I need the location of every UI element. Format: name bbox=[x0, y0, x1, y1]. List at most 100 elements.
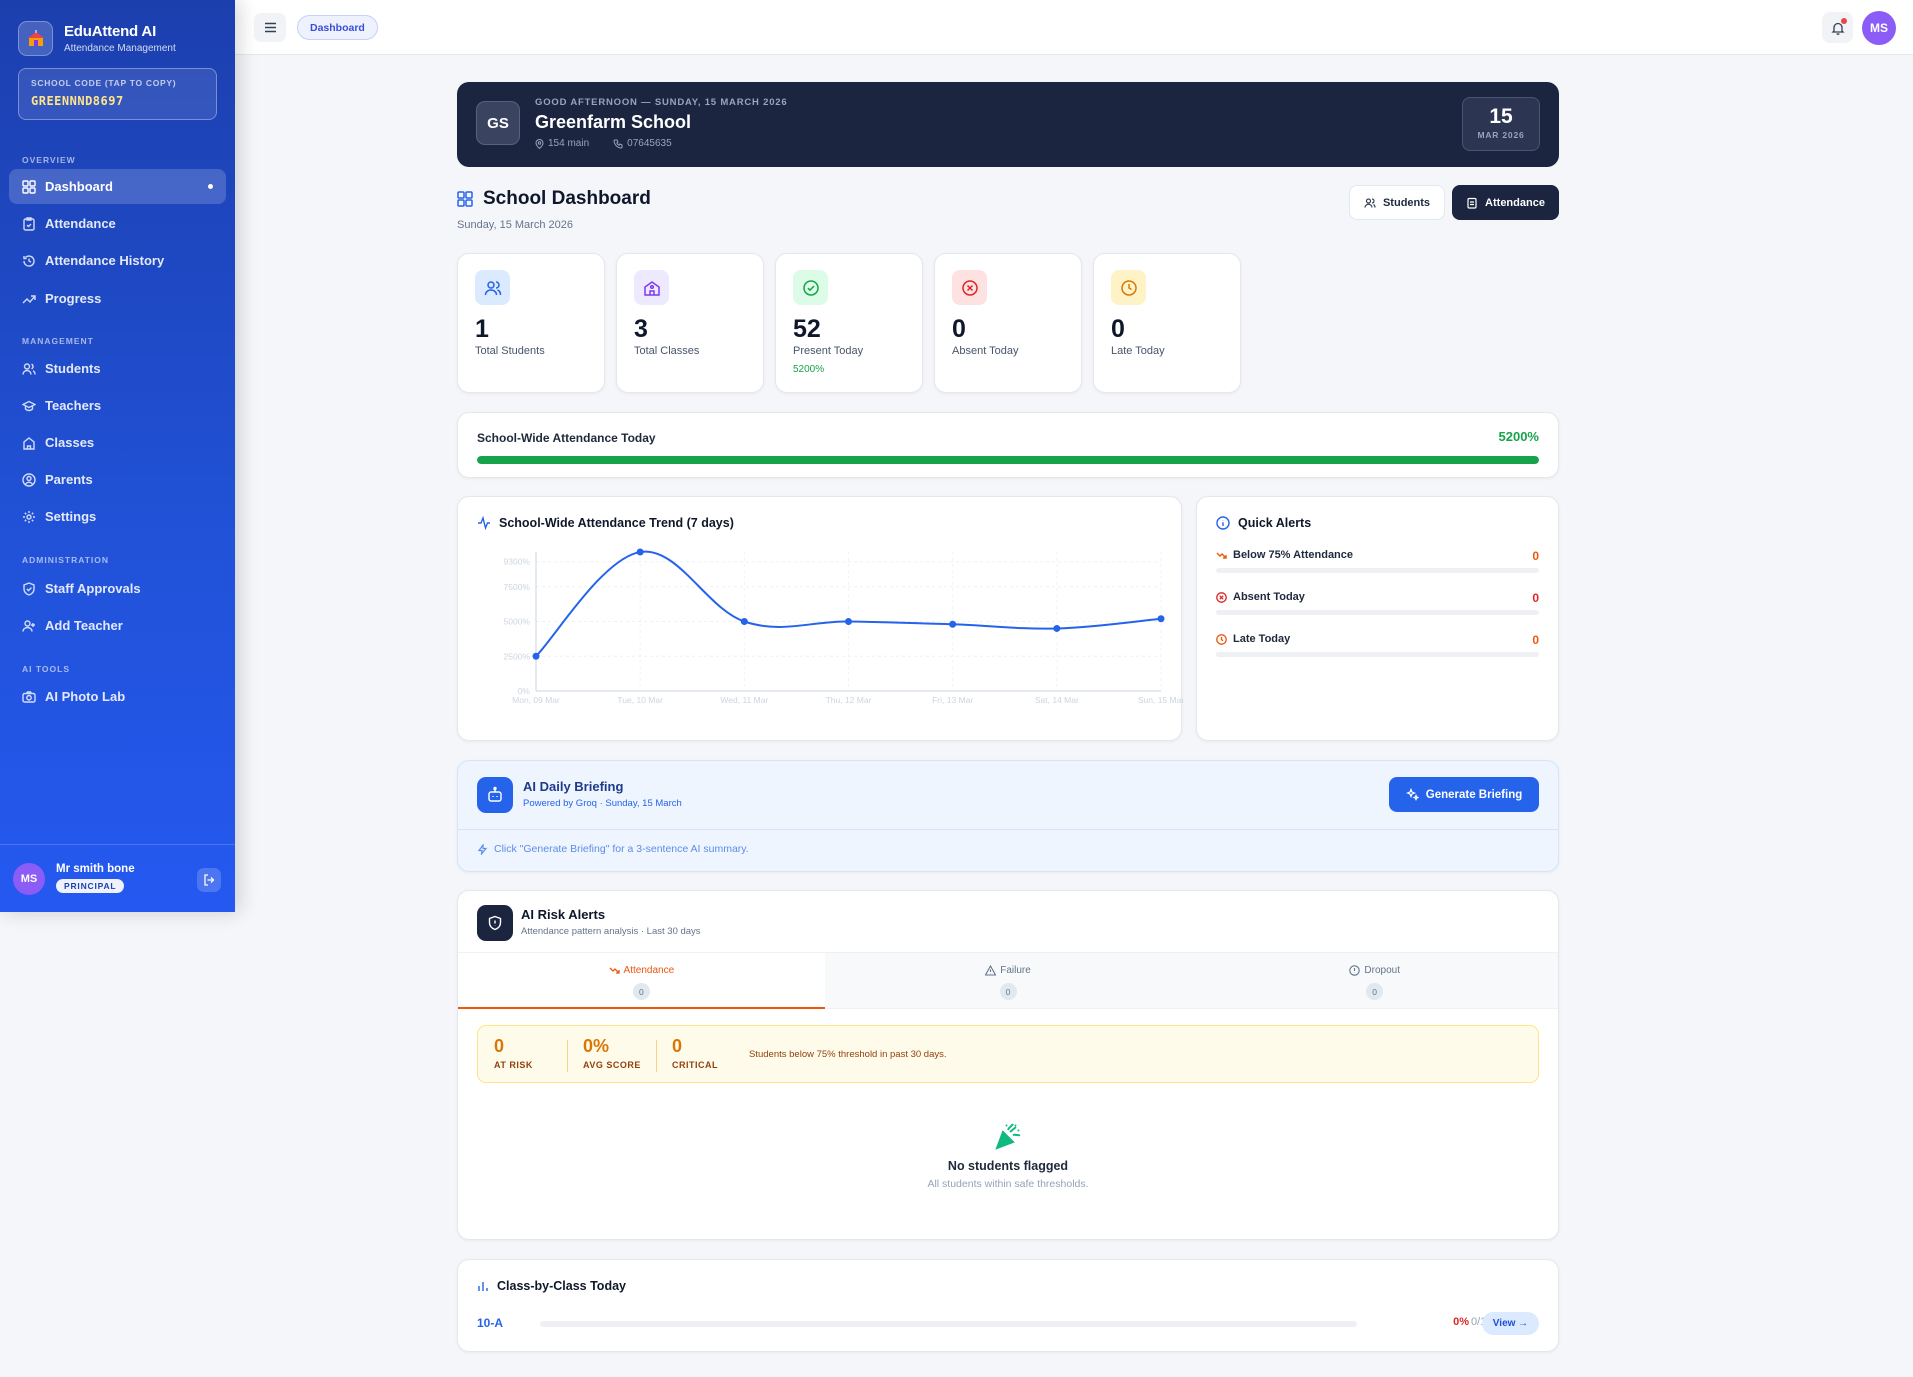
sidebar-item-dashboard[interactable]: Dashboard bbox=[9, 169, 226, 204]
alert-value: 0 bbox=[1532, 591, 1539, 605]
empty-subtitle: All students within safe thresholds. bbox=[927, 1178, 1089, 1190]
school-phone: 07645635 bbox=[613, 138, 684, 149]
sidebar-item-settings[interactable]: Settings bbox=[9, 499, 226, 534]
sidebar-item-label: Teachers bbox=[45, 398, 102, 413]
avatar[interactable]: MS bbox=[1862, 11, 1896, 45]
sidebar-item-label: Settings bbox=[45, 509, 97, 524]
school-code-box[interactable]: SCHOOL CODE (TAP TO COPY) GREENNND8697 bbox=[18, 68, 217, 120]
sidebar-item-label: Attendance bbox=[45, 216, 116, 231]
sidebar-item-add-teacher[interactable]: Add Teacher bbox=[9, 608, 226, 643]
tab-dropout[interactable]: Dropout 0 bbox=[1191, 953, 1559, 1009]
tab-label: Attendance bbox=[623, 965, 675, 976]
sidebar-item-progress[interactable]: Progress bbox=[9, 281, 226, 316]
sidebar-item-attendance-history[interactable]: Attendance History bbox=[9, 243, 226, 278]
breadcrumb[interactable]: Dashboard bbox=[297, 15, 378, 40]
table-row: 10-A 0% 0/1 View → bbox=[477, 1312, 1539, 1336]
stat-label: Present Today bbox=[793, 345, 864, 357]
summary-value: 0% bbox=[583, 1036, 610, 1056]
tab-count: 0 bbox=[1366, 983, 1384, 1000]
summary-note: Students below 75% threshold in past 30 … bbox=[749, 1049, 947, 1060]
sidebar-item-classes[interactable]: Classes bbox=[9, 425, 226, 460]
sidebar-item-label: Add Teacher bbox=[45, 618, 123, 633]
section-overview: OVERVIEW bbox=[22, 155, 76, 165]
trend-title: School-Wide Attendance Trend (7 days) bbox=[477, 516, 734, 530]
stat-value: 0 bbox=[1111, 315, 1125, 343]
stat-card-total-students: 1 Total Students bbox=[457, 253, 605, 393]
users-icon bbox=[1364, 197, 1376, 208]
alert-bar bbox=[1216, 610, 1539, 615]
generate-briefing-label: Generate Briefing bbox=[1425, 788, 1523, 801]
section-management: MANAGEMENT bbox=[22, 336, 94, 346]
series-line bbox=[535, 550, 1162, 657]
stat-card-total-classes: 3 Total Classes bbox=[616, 253, 764, 393]
logout-icon bbox=[204, 874, 215, 886]
sidebar-item-label: Classes bbox=[45, 435, 95, 450]
generate-briefing-button[interactable]: Generate Briefing bbox=[1389, 777, 1539, 812]
stat-label: Total Students bbox=[475, 345, 545, 357]
class-by-class-title: Class-by-Class Today bbox=[477, 1279, 626, 1293]
lightning-icon bbox=[477, 843, 488, 855]
school-initials: GS bbox=[476, 101, 520, 145]
address-text: 154 main bbox=[548, 138, 590, 149]
history-icon bbox=[23, 254, 35, 267]
date-badge: 15 MAR 2026 bbox=[1462, 97, 1540, 151]
trend-chart: 0% 2500% 5000% 7500% 9300% Mon, 09 Mar Tue, 10… bbox=[504, 548, 1183, 705]
active-dot bbox=[208, 184, 213, 189]
gear-icon bbox=[23, 510, 35, 523]
greeting: GOOD AFTERNOON — SUNDAY, 15 MARCH 2026 bbox=[535, 97, 788, 108]
sidebar-item-teachers[interactable]: Teachers bbox=[9, 388, 226, 423]
students-button[interactable]: Students bbox=[1349, 185, 1445, 220]
data-point bbox=[1157, 615, 1165, 623]
stat-value: 52 bbox=[793, 315, 821, 343]
alert-absent-today: Absent Today 0 bbox=[1216, 591, 1539, 617]
risk-title: AI Risk Alerts bbox=[521, 907, 606, 922]
progress-fill bbox=[477, 456, 1539, 464]
clock-icon bbox=[1216, 633, 1227, 645]
tab-failure[interactable]: Failure 0 bbox=[824, 953, 1192, 1009]
users-icon bbox=[475, 270, 510, 305]
view-class-button[interactable]: View → bbox=[1482, 1312, 1539, 1335]
shield-check-icon bbox=[23, 581, 35, 596]
attendance-button[interactable]: Attendance bbox=[1452, 185, 1559, 220]
sidebar-item-parents[interactable]: Parents bbox=[9, 462, 226, 497]
x-circle-icon bbox=[1216, 591, 1227, 603]
logout-button[interactable] bbox=[197, 868, 221, 892]
stat-percentage: 5200% bbox=[793, 364, 825, 375]
y-tick-label: 7500% bbox=[504, 582, 531, 592]
menu-toggle-button[interactable] bbox=[254, 13, 286, 42]
graduation-cap-icon bbox=[22, 400, 36, 411]
activity-icon bbox=[478, 516, 490, 530]
section-ai-tools: AI TOOLS bbox=[22, 664, 70, 674]
trending-up-icon bbox=[22, 294, 36, 303]
alert-label: Below 75% Attendance bbox=[1233, 549, 1354, 561]
brand-name: EduAttend AI bbox=[64, 23, 157, 40]
summary-avg-score: 0% AVG SCORE bbox=[583, 1036, 641, 1070]
user-circle-icon bbox=[22, 472, 36, 487]
briefing-hint: Click "Generate Briefing" for a 3-senten… bbox=[477, 843, 749, 855]
map-pin-icon bbox=[535, 138, 544, 149]
bar-chart-icon bbox=[478, 1282, 488, 1291]
grid-icon bbox=[457, 191, 473, 207]
students-button-label: Students bbox=[1382, 196, 1431, 209]
sidebar-item-staff-approvals[interactable]: Staff Approvals bbox=[9, 571, 226, 606]
robot-icon bbox=[477, 777, 513, 813]
notifications-button[interactable] bbox=[1822, 12, 1853, 43]
sidebar-item-students[interactable]: Students bbox=[9, 351, 226, 386]
school-code-value: GREENNND8697 bbox=[31, 94, 124, 108]
users-icon bbox=[22, 362, 36, 375]
divider bbox=[458, 829, 1558, 830]
x-circle-icon bbox=[952, 270, 987, 305]
warning-triangle-icon bbox=[985, 965, 997, 976]
date-day: 15 bbox=[1489, 105, 1513, 128]
sidebar-item-attendance[interactable]: Attendance bbox=[9, 206, 226, 241]
school-hero-banner: GS GOOD AFTERNOON — SUNDAY, 15 MARCH 202… bbox=[457, 82, 1559, 167]
school-address: 154 main bbox=[535, 138, 601, 149]
tab-attendance[interactable]: Attendance 0 bbox=[458, 953, 825, 1009]
sidebar-item-ai-photo-lab[interactable]: AI Photo Lab bbox=[9, 679, 226, 714]
divider bbox=[656, 1040, 657, 1072]
hamburger-icon bbox=[264, 22, 276, 33]
alert-below-75: Below 75% Attendance 0 bbox=[1216, 549, 1539, 575]
x-tick-label: Mon, 09 Mar bbox=[512, 695, 560, 705]
topbar: Dashboard MS bbox=[235, 0, 1913, 55]
summary-label: AT RISK bbox=[494, 1060, 533, 1070]
